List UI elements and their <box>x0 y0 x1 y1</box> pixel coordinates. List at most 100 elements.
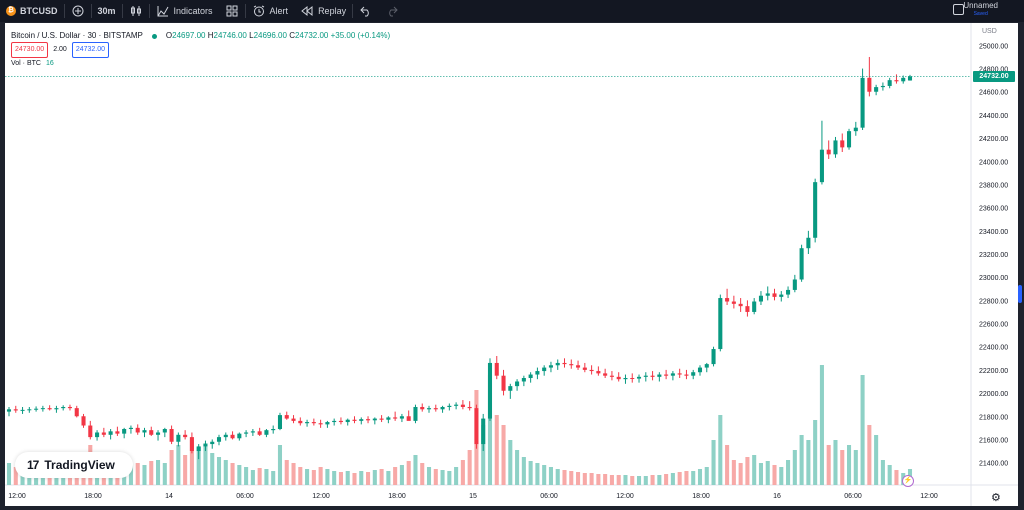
candle-body <box>772 293 777 297</box>
candle-body <box>901 77 906 82</box>
volume-bar <box>711 440 716 485</box>
volume-label[interactable]: Vol · BTC <box>11 60 41 67</box>
watermark-text: TradingView <box>44 458 115 472</box>
volume-bar <box>216 457 222 485</box>
candle-body <box>196 446 201 452</box>
candle-body <box>338 420 343 423</box>
price-tick-label: 21600.00 <box>979 437 1008 444</box>
candle-body <box>623 378 628 380</box>
candle-body <box>454 404 459 406</box>
volume-bar <box>833 440 838 485</box>
replay-button[interactable]: Replay <box>294 0 352 22</box>
volume-bar <box>650 475 655 485</box>
indicators-label: Indicators <box>173 6 213 16</box>
price-tick-label: 22800.00 <box>979 298 1008 305</box>
volume-bar <box>704 467 709 485</box>
volume-bar <box>257 468 262 485</box>
candle-body <box>406 416 411 421</box>
volume-bar <box>366 472 371 485</box>
candle-body <box>697 367 703 373</box>
candle-body <box>74 408 79 417</box>
volume-bar <box>6 463 12 485</box>
candle-body <box>846 131 852 148</box>
candle-body <box>542 367 547 372</box>
candles-icon <box>129 4 143 18</box>
volume-bar <box>420 463 425 485</box>
volume-bar <box>169 450 174 485</box>
volume-bar <box>135 463 140 485</box>
candle-body <box>189 437 194 452</box>
volume-bar <box>752 455 757 485</box>
candle-body <box>704 364 709 368</box>
candle-body <box>874 87 879 92</box>
volume-bar <box>487 375 493 485</box>
undo-button[interactable] <box>353 0 379 22</box>
volume-bar <box>697 469 703 485</box>
volume-bar <box>372 470 377 485</box>
candle-body <box>501 375 506 391</box>
candle-body <box>833 140 838 155</box>
volume-bar <box>433 469 438 485</box>
tradingview-watermark[interactable]: 17 TradingView <box>15 452 133 478</box>
volume-bar <box>250 470 255 485</box>
price-tick-label: 22600.00 <box>979 322 1008 329</box>
price-tick-label: 23400.00 <box>979 229 1008 236</box>
price-tick-label: 24600.00 <box>979 90 1008 97</box>
volume-bar <box>393 467 398 485</box>
volume-bar <box>34 471 39 485</box>
chart-type-button[interactable] <box>123 0 149 22</box>
candle-body <box>887 80 892 86</box>
candle-body <box>630 378 635 380</box>
alert-button[interactable]: Alert <box>246 0 295 22</box>
volume-bar <box>874 435 879 485</box>
volume-bar <box>399 465 404 485</box>
compare-symbol-button[interactable] <box>65 0 91 22</box>
volume-bar <box>454 467 459 485</box>
indicators-button[interactable]: Indicators <box>150 0 219 22</box>
price-tick-label: 22000.00 <box>979 391 1008 398</box>
candle-body <box>447 405 452 407</box>
volume-bar <box>494 415 499 485</box>
layout-name: Unnamed <box>963 1 998 10</box>
gear-icon[interactable]: ⚙ <box>991 492 1001 504</box>
volume-bar <box>149 461 154 485</box>
pane-resize-handle[interactable] <box>1018 285 1022 303</box>
chart-canvas[interactable]: 25000.00 24800.00 24600.00 24400.00 24200.00… <box>5 23 1018 506</box>
currency-label[interactable]: USD <box>982 28 997 35</box>
redo-button[interactable] <box>379 0 405 22</box>
candle-body <box>582 367 587 370</box>
candle-body <box>779 294 784 297</box>
time-tick-label: 18:00 <box>388 493 406 500</box>
candle-body <box>657 374 662 377</box>
layout-menu-button[interactable]: Unnamed Saved <box>963 1 998 19</box>
ask-price[interactable]: 24732.00 <box>71 42 110 58</box>
legend-title[interactable]: Bitcoin / U.S. Dollar · 30 · BITSTAMP <box>11 31 143 40</box>
bid-price[interactable]: 24730.00 <box>11 42 49 58</box>
volume-bar <box>779 467 784 485</box>
volume-bar <box>284 460 289 485</box>
time-tick-label: 06:00 <box>844 493 862 500</box>
volume-bar <box>792 450 797 485</box>
candle-body <box>806 237 811 249</box>
volume-bar <box>738 463 743 485</box>
chart-pane[interactable]: 25000.00 24800.00 24600.00 24400.00 24200.00… <box>5 23 1018 506</box>
candle-body <box>149 430 154 435</box>
candle-body <box>142 430 147 433</box>
layout-checkbox-icon[interactable] <box>953 4 964 15</box>
volume-bar <box>853 450 858 485</box>
candle-body <box>894 80 899 82</box>
candle-body <box>474 408 479 445</box>
volume-bar <box>264 469 269 485</box>
volume-bar <box>806 440 811 485</box>
interval-button[interactable]: 30m <box>92 0 122 22</box>
event-marker-icon[interactable]: ⚡ <box>902 475 914 487</box>
volume-bar <box>515 450 520 485</box>
candle-body <box>460 404 465 407</box>
volume-bar <box>271 471 276 485</box>
layout-templates-button[interactable] <box>219 0 245 22</box>
symbol-search-button[interactable]: ₿ BTCUSD <box>0 0 64 22</box>
candle-body <box>528 374 533 379</box>
candle-body <box>758 295 763 302</box>
candle-body <box>271 429 276 431</box>
volume-bar <box>542 465 547 485</box>
